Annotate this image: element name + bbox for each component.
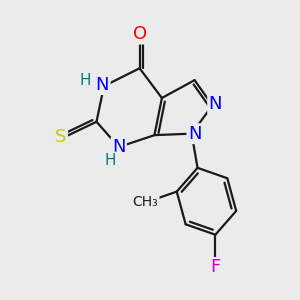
Text: F: F [210, 258, 220, 276]
Text: O: O [133, 25, 147, 43]
Text: N: N [96, 76, 109, 94]
Text: S: S [55, 128, 67, 146]
Text: N: N [208, 95, 222, 113]
Text: CH₃: CH₃ [133, 195, 158, 209]
Text: H: H [104, 153, 116, 168]
Text: N: N [188, 125, 201, 143]
Text: H: H [80, 73, 91, 88]
Text: N: N [112, 138, 125, 156]
